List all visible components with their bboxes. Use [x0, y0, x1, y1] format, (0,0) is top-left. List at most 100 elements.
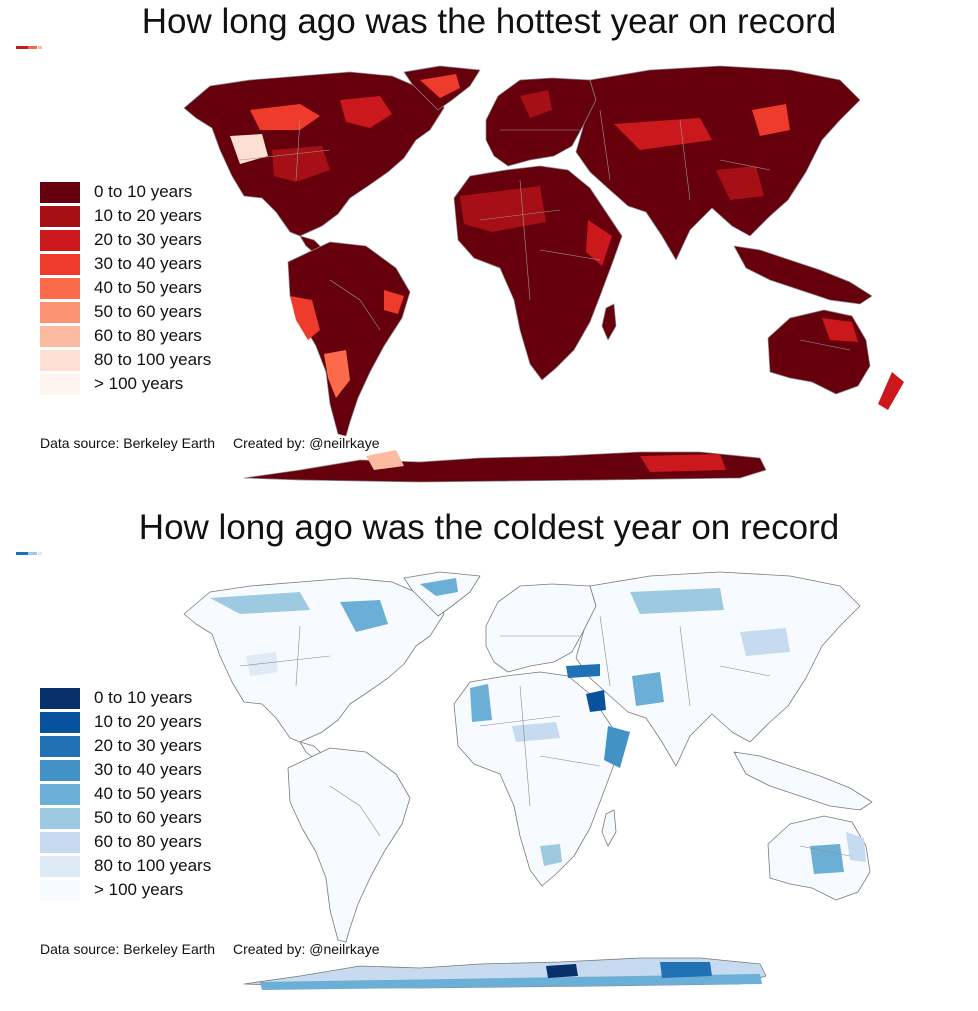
legend-label: > 100 years — [94, 880, 184, 899]
creator-text: Created by: @neilrkaye — [232, 435, 380, 451]
overlay-sahara-west — [470, 684, 492, 722]
overlay-new-zealand — [878, 372, 904, 410]
legend-swatch — [40, 783, 80, 805]
legend-item: 40 to 50 years — [40, 276, 211, 300]
legend-item: > 100 years — [40, 372, 211, 396]
overlay-antarctica-peninsula — [366, 450, 404, 470]
map-legend: 0 to 10 years 10 to 20 years 20 to 30 ye… — [40, 180, 211, 396]
overlay-usa-northwest — [230, 134, 268, 164]
legend-label: 0 to 10 years — [94, 182, 193, 201]
border-line — [239, 615, 851, 857]
region-madagascar — [601, 809, 617, 847]
overlay-turkey — [566, 664, 600, 678]
legend-label: 20 to 30 years — [94, 230, 202, 249]
overlay-antarctica-band — [260, 974, 762, 990]
legend-label: 50 to 60 years — [94, 302, 202, 321]
coldest-year-map-panel: How long ago was the coldest year on rec… — [0, 506, 978, 1011]
legend-label: 80 to 100 years — [94, 350, 212, 369]
overlay-canada-east — [340, 96, 392, 128]
shading-overlays — [230, 74, 904, 472]
overlay-antarctica-mid — [660, 962, 712, 978]
map-legend: 0 to 10 years 10 to 20 years 20 to 30 ye… — [40, 686, 211, 902]
legend-item: 10 to 20 years — [40, 204, 211, 228]
corner-mark-segment — [16, 552, 28, 555]
legend-item: 30 to 40 years — [40, 252, 211, 276]
overlay-mongolia — [740, 628, 790, 656]
overlay-iran — [632, 672, 664, 706]
legend-item: 40 to 50 years — [40, 782, 211, 806]
legend-item: 30 to 40 years — [40, 758, 211, 782]
legend-item: 20 to 30 years — [40, 228, 211, 252]
legend-swatch — [40, 301, 80, 323]
overlay-north-africa — [460, 186, 546, 232]
legend-swatch — [40, 687, 80, 709]
country-borders — [239, 109, 851, 351]
region-australia — [767, 309, 871, 395]
region-maritime-asia — [733, 751, 873, 811]
legend-item: 80 to 100 years — [40, 854, 211, 878]
overlay-antarctica-dark — [546, 964, 578, 978]
legend-swatch — [40, 253, 80, 275]
region-south-america — [287, 241, 411, 437]
legend-label: 80 to 100 years — [94, 856, 212, 875]
legend-swatch — [40, 277, 80, 299]
legend-swatch — [40, 831, 80, 853]
legend-label: 50 to 60 years — [94, 808, 202, 827]
overlay-hudson — [340, 600, 388, 632]
legend-item: 0 to 10 years — [40, 180, 211, 204]
corner-mark-segment — [38, 46, 42, 49]
legend-label: 10 to 20 years — [94, 712, 202, 731]
legend-item: 50 to 60 years — [40, 806, 211, 830]
legend-label: 0 to 10 years — [94, 688, 193, 707]
overlay-horn-africa — [604, 726, 630, 768]
corner-mark — [16, 552, 42, 555]
legend-swatch — [40, 879, 80, 901]
legend-label: > 100 years — [94, 374, 184, 393]
border-line — [239, 109, 851, 351]
overlay-peru — [290, 296, 320, 340]
shading-overlays — [210, 578, 866, 990]
overlay-brazil-east — [384, 290, 404, 314]
overlay-canada-arctic — [210, 592, 310, 614]
landmass-group — [183, 65, 873, 483]
legend-label: 10 to 20 years — [94, 206, 202, 225]
region-asia — [575, 65, 861, 261]
legend-item: 20 to 30 years — [40, 734, 211, 758]
legend-item: 10 to 20 years — [40, 710, 211, 734]
hottest-year-map-panel: How long ago was the hottest year on rec… — [0, 0, 978, 505]
map-credits: Data source: Berkeley Earth Created by: … — [40, 940, 380, 958]
legend-swatch — [40, 181, 80, 203]
region-europe — [485, 583, 597, 673]
overlay-canada-west — [250, 104, 320, 130]
world-map — [183, 65, 904, 483]
overlay-greenland — [420, 578, 458, 596]
legend-item: 0 to 10 years — [40, 686, 211, 710]
overlay-scandinavia — [520, 90, 552, 118]
overlay-siberia — [630, 588, 724, 614]
region-maritime-asia — [733, 245, 873, 305]
legend-swatch — [40, 711, 80, 733]
region-africa — [453, 671, 623, 887]
legend-label: 30 to 40 years — [94, 760, 202, 779]
overlay-russia-central — [614, 118, 712, 150]
legend-label: 60 to 80 years — [94, 326, 202, 345]
overlay-australia-north — [822, 318, 858, 342]
region-south-america — [287, 747, 411, 943]
overlay-australia-east — [846, 832, 866, 862]
data-source-text: Data source: Berkeley Earth — [40, 435, 216, 451]
legend-item: 60 to 80 years — [40, 324, 211, 348]
overlay-greenland — [420, 74, 460, 98]
overlay-antarctica-east — [640, 454, 726, 472]
corner-mark-segment — [38, 552, 42, 555]
legend-item: > 100 years — [40, 878, 211, 902]
map-credits: Data source: Berkeley Earth Created by: … — [40, 434, 380, 452]
corner-mark-segment — [28, 552, 37, 555]
legend-swatch — [40, 205, 80, 227]
creator-text: Created by: @neilrkaye — [232, 941, 380, 957]
legend-item: 60 to 80 years — [40, 830, 211, 854]
legend-label: 40 to 50 years — [94, 784, 202, 803]
map-title: How long ago was the hottest year on rec… — [141, 2, 837, 41]
map-title: How long ago was the coldest year on rec… — [138, 508, 840, 547]
legend-swatch — [40, 855, 80, 877]
legend-swatch — [40, 759, 80, 781]
